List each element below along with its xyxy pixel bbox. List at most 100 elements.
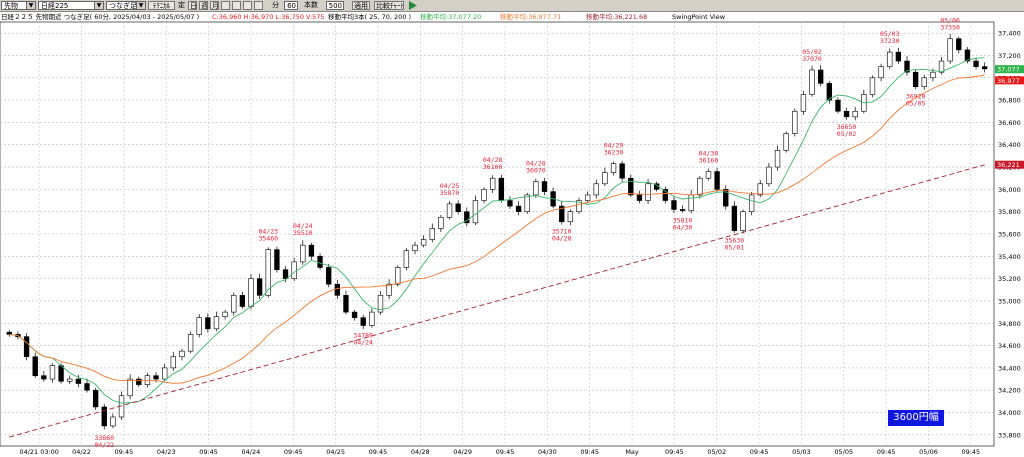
candle-up (187, 334, 194, 352)
candle-down (636, 194, 643, 201)
y-tick-label: 36,800 (998, 97, 1021, 105)
blank-button-2[interactable] (243, 1, 252, 10)
swing-value-label: 36070 (526, 167, 546, 175)
candle-up (748, 194, 755, 212)
candle-up (887, 51, 893, 67)
swing-value-label: 36650 (837, 123, 857, 131)
week-button[interactable]: 週 (199, 1, 208, 10)
candle-up (705, 171, 712, 179)
candle-down (274, 249, 280, 271)
candle-down (239, 295, 246, 307)
x-tick-label: 09:45 (961, 448, 980, 456)
y-tick-label: 33,800 (998, 431, 1021, 439)
x-tick-label: 04/23 (157, 448, 176, 456)
swing-date-label: 04/30 (699, 150, 719, 158)
candle-up (852, 110, 858, 118)
interval-input[interactable]: 60 (284, 1, 298, 10)
candle-down (826, 83, 832, 101)
candle-down (101, 406, 107, 427)
candle-down (912, 71, 919, 88)
x-tick-label: 09:45 (115, 448, 134, 456)
candle-up (231, 295, 237, 313)
chevron-down-icon: ▼ (26, 2, 35, 9)
symbol-select[interactable]: 日経225 ▼ (38, 1, 104, 10)
candle-up (429, 228, 435, 240)
price-tag (995, 76, 1024, 85)
candle-up (800, 94, 807, 112)
play-arrow-icon-svg (409, 1, 417, 10)
week-button-label: 週 (201, 2, 208, 10)
chart-info-bar: 日経２２５ 先物期近 つなぎ足( 60分, 2025/04/03 - 2025/… (0, 12, 1024, 22)
swing-value-label: 35810 (673, 217, 693, 225)
y-tick-label: 36,400 (998, 141, 1021, 149)
month-button-label: 月 (212, 2, 219, 10)
swing-date-label: 04/22 (94, 441, 114, 449)
candle-up (930, 71, 936, 79)
type-select[interactable]: つなぎ足 ▼ (106, 1, 146, 10)
swing-value-label: 35630 (725, 237, 745, 245)
swing-date-label: 04/24 (293, 222, 313, 230)
candle-up (524, 194, 530, 212)
month-button[interactable]: 月 (210, 1, 219, 10)
swing-date-label: 04/28 (483, 156, 503, 164)
toolbar: 先物 ▼ 日経225 ▼ つなぎ足 ▼ ﾃｸﾆｶﾙ 定 日 週 月 分 60 本数 5… (0, 0, 1024, 12)
y-tick-label: 37,200 (998, 52, 1021, 60)
candle-down (153, 375, 159, 380)
play-arrow-icon[interactable] (408, 1, 418, 10)
blank-button[interactable] (232, 1, 241, 10)
tick-button[interactable] (221, 1, 230, 10)
candle-down (956, 38, 962, 51)
candle-up (766, 166, 772, 185)
swing-value-label: 37070 (802, 55, 822, 63)
swing-value-label: 35710 (552, 228, 572, 236)
swing-value-label: 35870 (440, 189, 460, 197)
candle-down (23, 336, 30, 358)
candle-up (593, 183, 599, 196)
day-button[interactable]: 日 (188, 1, 197, 10)
candle-down (843, 110, 850, 118)
swing-date-label: 05/02 (837, 130, 857, 138)
blank-button-3[interactable] (254, 1, 263, 10)
fix-label: 定 (178, 1, 185, 9)
swing-date-label: 05/02 (802, 48, 822, 56)
chart-title: 日経２２５ 先物期近 つなぎ足( 60分, 2025/04/03 - 2025/… (1, 13, 200, 21)
candle-up (783, 133, 789, 151)
candle-up (602, 172, 608, 185)
swing-date-label: 05/05 (906, 100, 926, 108)
market-select[interactable]: 先物 ▼ (1, 1, 36, 10)
candle-up (490, 177, 496, 190)
candle-up (645, 183, 651, 201)
candle-down (498, 177, 504, 201)
count-label: 本数 (304, 1, 318, 9)
compare-chart-button[interactable]: 比較ﾁｬｰﾄ (374, 1, 404, 10)
candle-down (731, 205, 738, 231)
candle-down (559, 205, 565, 223)
count-input[interactable]: 500 (326, 1, 344, 10)
candle-down (256, 278, 263, 296)
range-badge: 3600円幅 (888, 410, 944, 426)
candle-up (395, 267, 401, 285)
technical-button[interactable]: ﾃｸﾆｶﾙ (148, 1, 175, 10)
candle-down (360, 317, 366, 326)
price-tag-label: 37,077 (997, 66, 1020, 74)
apply-button[interactable]: 適用 (352, 1, 370, 10)
swing-date-label: 04/29 (604, 142, 624, 150)
candle-up (567, 211, 574, 223)
y-tick-label: 34,200 (998, 387, 1021, 395)
candle-up (49, 365, 56, 380)
y-tick-label: 35,200 (998, 275, 1021, 283)
candle-up (947, 38, 953, 62)
ma3-readout: 移動平均:36,221.68 (586, 13, 648, 21)
ma-line-70 (9, 74, 985, 384)
candle-down (619, 163, 625, 179)
swing-date-label: 05/03 (880, 30, 900, 38)
candle-up (127, 378, 133, 397)
candle-down (343, 295, 349, 313)
x-tick-label: 05/05 (834, 448, 853, 456)
x-tick-label: 09:45 (496, 448, 515, 456)
x-tick-label: 05/06 (919, 448, 938, 456)
swing-value-label: 36230 (604, 149, 624, 157)
candle-down (973, 60, 979, 67)
swing-value-label: 36920 (906, 93, 926, 101)
chevron-down-icon: ▼ (94, 2, 103, 9)
